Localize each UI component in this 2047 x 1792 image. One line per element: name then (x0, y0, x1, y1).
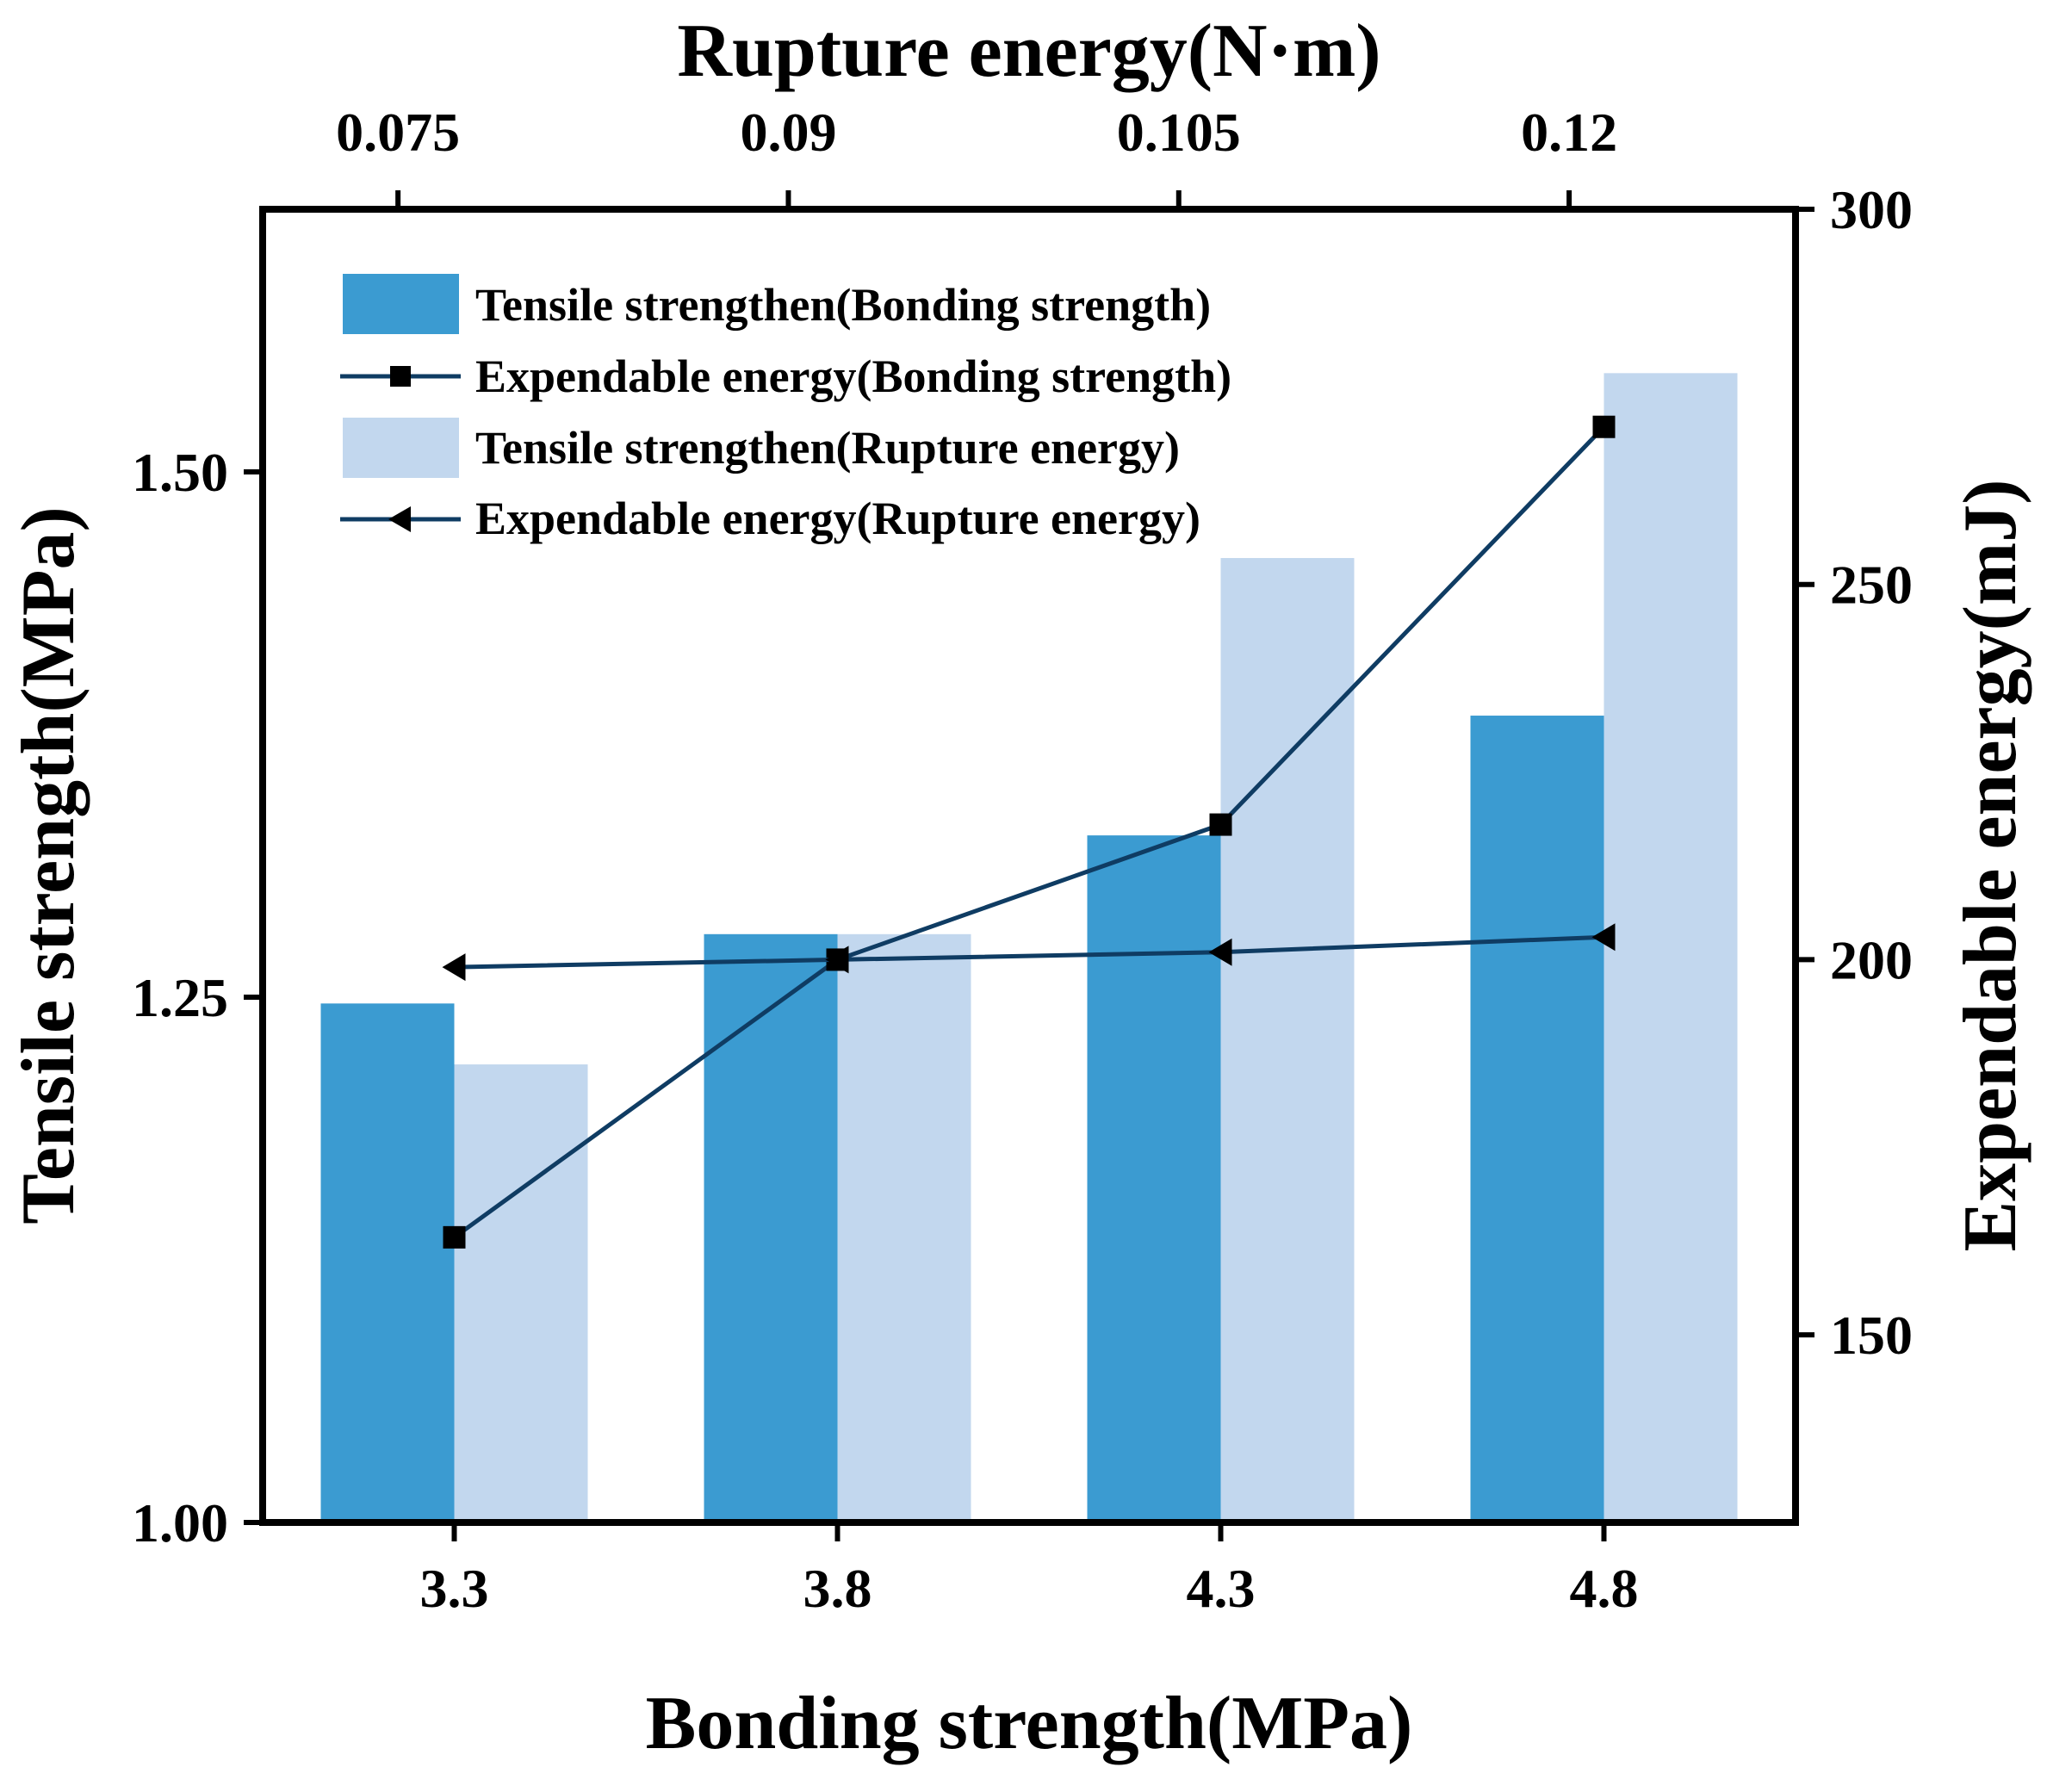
x-axis-title: Bonding strength(MPa) (646, 1682, 1413, 1765)
x-tick-label-4.3: 4.3 (1187, 1558, 1256, 1619)
legend-label-line-rupture: Expendable energy(Rupture energy) (475, 493, 1200, 544)
top-tick-label-0.09: 0.09 (740, 102, 836, 163)
bar-rupture-4.8 (1603, 373, 1738, 1522)
point-rupture-4.8 (1591, 923, 1616, 952)
legend-marker-square (390, 366, 411, 387)
bar-bonding-4.3 (1087, 835, 1221, 1522)
bar-rupture-3.8 (837, 933, 971, 1522)
bar-bonding-3.8 (704, 933, 838, 1522)
y2-tick-label-150: 150 (1830, 1305, 1913, 1366)
bars-layer (320, 373, 1738, 1522)
y-tick-label-1.00: 1.00 (132, 1492, 228, 1553)
lines-layer (442, 415, 1616, 1249)
bar-rupture-4.3 (1220, 558, 1355, 1522)
legend: Tensile strengthen(Bonding strength) Exp… (340, 274, 1231, 544)
point-bonding-4.3 (1209, 813, 1232, 836)
y2-tick-label-300: 300 (1830, 179, 1913, 240)
ticks-layer: 3.3 3.8 4.3 4.8 0.075 0.09 0.105 0.12 1.00 1.25 1.… (132, 102, 1913, 1619)
point-rupture-4.3 (1208, 938, 1232, 966)
line-rupture (454, 934, 1604, 970)
y-tick-label-1.50: 1.50 (132, 442, 228, 503)
legend-label-line-bonding: Expendable energy(Bonding strength) (475, 350, 1231, 402)
y-axis-title: Tensile strength(MPa) (7, 506, 90, 1225)
bar-rupture-3.3 (454, 1064, 588, 1522)
legend-marker-triangle (388, 506, 411, 532)
top-axis-title: Rupture energy(N·m) (677, 9, 1380, 93)
point-rupture-3.3 (442, 953, 466, 982)
top-tick-label-0.12: 0.12 (1521, 102, 1617, 163)
top-tick-label-0.105: 0.105 (1117, 102, 1241, 163)
x-tick-label-3.8: 3.8 (803, 1558, 872, 1619)
legend-swatch-bar-rupture (343, 418, 459, 478)
point-bonding-4.8 (1592, 415, 1616, 438)
legend-swatch-bar-bonding (343, 274, 459, 334)
point-rupture-3.8 (825, 946, 849, 974)
legend-label-bar-bonding: Tensile strengthen(Bonding strength) (475, 279, 1211, 331)
bar-bonding-3.3 (320, 1003, 455, 1522)
x-tick-label-4.8: 4.8 (1570, 1558, 1639, 1619)
y2-axis-title: Expendable energy(mJ) (1949, 479, 2032, 1251)
x-tick-label-3.3: 3.3 (420, 1558, 489, 1619)
y-tick-label-1.25: 1.25 (132, 967, 228, 1028)
y2-tick-label-250: 250 (1830, 555, 1913, 616)
y2-tick-label-200: 200 (1830, 929, 1913, 990)
legend-label-bar-rupture: Tensile strengthen(Rupture energy) (475, 422, 1180, 474)
point-bonding-3.3 (443, 1225, 466, 1249)
plot-frame (259, 206, 1799, 1526)
bar-bonding-4.8 (1470, 716, 1604, 1522)
line-bonding (453, 425, 1606, 1239)
top-tick-label-0.075: 0.075 (336, 102, 460, 163)
